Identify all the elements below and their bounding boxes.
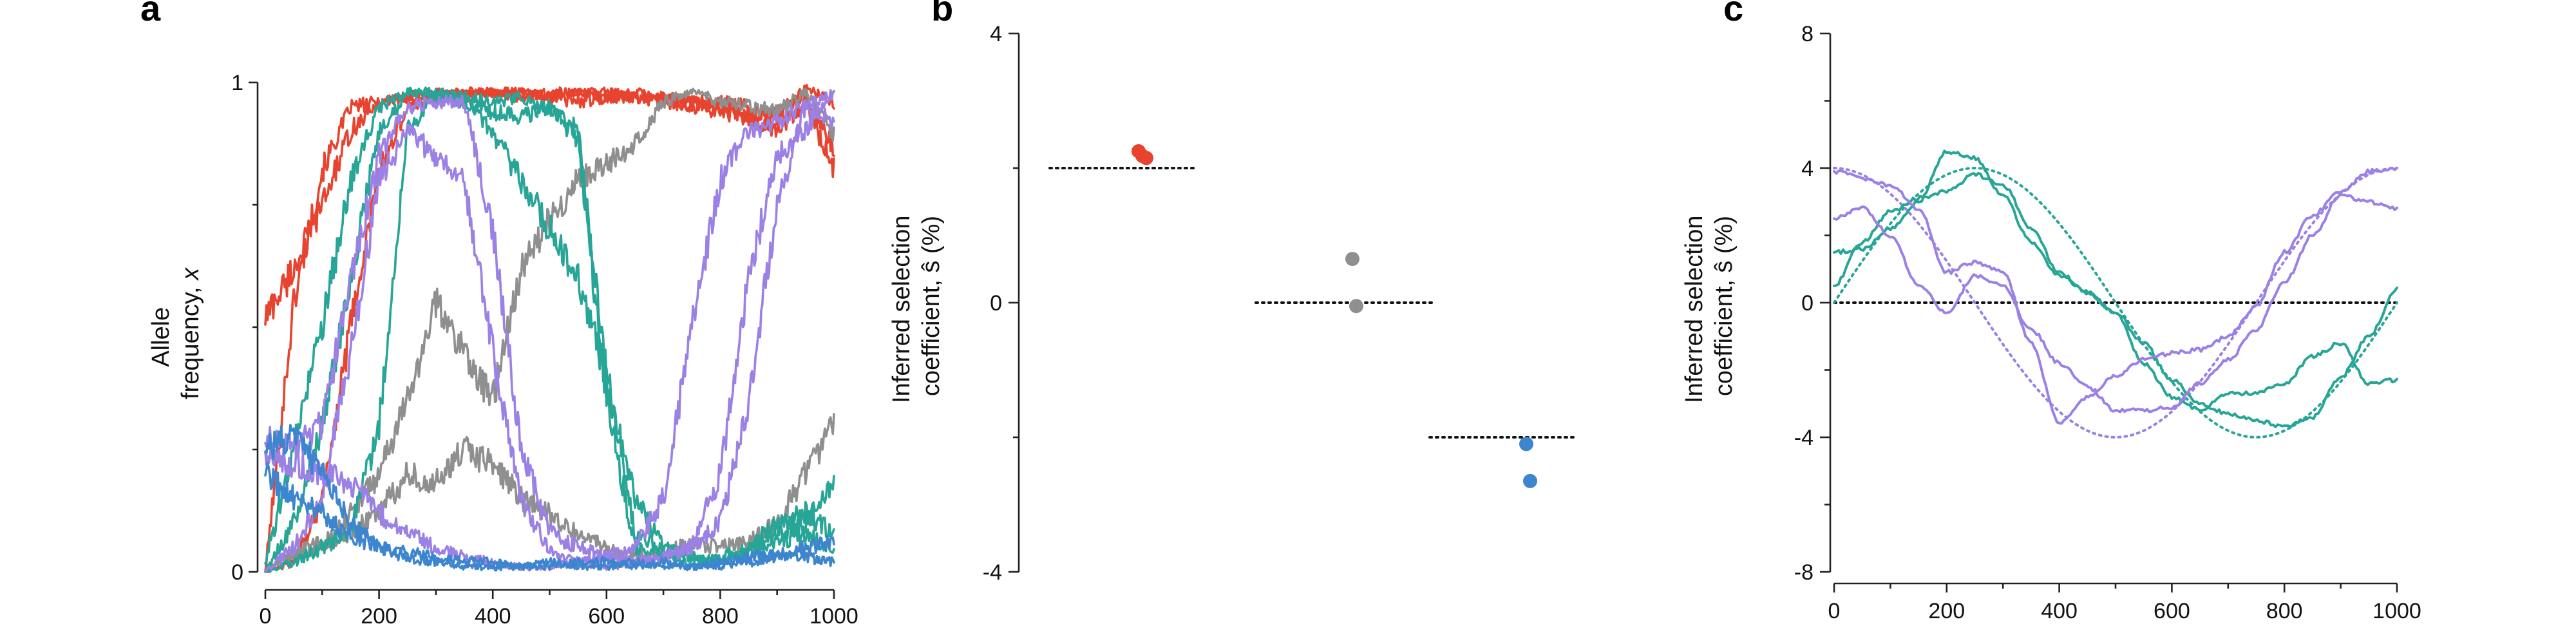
panel-b-ylabel-line2: coefficient, ŝ (%)	[918, 216, 945, 396]
trajectory-blue	[264, 424, 835, 572]
inferred-point-gray	[1345, 252, 1359, 267]
panel-a: a Allele frequency, x 0 200 400 600 800 10000…	[140, 0, 858, 629]
trajectory-red	[264, 86, 835, 573]
panel-a-x-tick-label: 0	[260, 604, 272, 629]
panel-a-y-tick-label: 0	[231, 560, 243, 585]
panel-a-ylabel: Allele frequency, x	[147, 267, 204, 399]
panel-b-y-tick-label: 0	[990, 291, 1002, 316]
panel-c-ylabel-line1: Inferred selection	[1681, 216, 1708, 404]
panel-b-axes: -4 0 4	[983, 22, 1020, 585]
inferred-curve-teal	[1833, 172, 2398, 412]
panel-c-ylabel-line2: coefficient, ŝ (%)	[1710, 216, 1738, 396]
panel-c-x-tick-label: 800	[2266, 599, 2303, 623]
panel-c-x-tick-label: 400	[2041, 599, 2078, 623]
panel-c-x-tick-label: 600	[2154, 599, 2190, 623]
panel-c-x-tick-label: 1000	[2372, 599, 2421, 623]
inferred-curve-teal	[1833, 149, 2398, 428]
panel-a-label: a	[140, 0, 161, 28]
panel-b-y-tick-label: 4	[990, 22, 1002, 46]
panel-a-ylabel-line1: Allele	[147, 307, 175, 367]
panel-c: c Inferred selection coefficient, ŝ (%) …	[1681, 0, 2421, 623]
panel-a-x-tick-label: 400	[475, 604, 511, 629]
panel-b-label: b	[931, 0, 953, 28]
panel-c-label: c	[1723, 0, 1743, 28]
panel-b-ylabel-line1: Inferred selection	[888, 216, 915, 404]
panel-c-x-tick-label: 0	[1828, 599, 1841, 623]
panel-c-curves	[1833, 149, 2398, 439]
panel-a-x-tick-label: 200	[361, 604, 397, 629]
inferred-point-blue	[1519, 437, 1533, 451]
trajectory-blue	[264, 461, 835, 571]
panel-c-ylabel: Inferred selection coefficient, ŝ (%)	[1681, 209, 1738, 403]
trajectory-teal	[264, 88, 835, 573]
trajectory-gray	[264, 87, 835, 573]
panel-a-x-tick-label: 800	[702, 604, 739, 629]
trajectory-purple	[264, 90, 835, 573]
inferred-point-red	[1139, 151, 1153, 166]
inferred-curve-purple	[1833, 193, 2398, 413]
panel-b-points	[1048, 144, 1579, 488]
panel-b-ylabel: Inferred selection coefficient, ŝ (%)	[888, 209, 945, 403]
panel-c-y-tick-label: 0	[1801, 291, 1814, 316]
panel-a-y-tick-label: 1	[231, 71, 243, 95]
panel-a-ylabel-line2: frequency, x	[177, 267, 204, 399]
panel-c-x-tick-label: 200	[1928, 599, 1965, 623]
trajectory-purple	[264, 89, 835, 567]
panel-a-ylabel-text: frequency,	[177, 280, 204, 399]
panel-c-y-tick-label: -8	[1794, 560, 1814, 585]
panel-b-y-tick-label: -4	[983, 560, 1002, 585]
panel-a-axes: 0 200 400 600 800 1000 0 1	[231, 71, 858, 629]
panel-c-axes: 0 200 400 600 800 1000 -8 -4 0 4 8	[1794, 22, 2421, 623]
inferred-point-gray	[1349, 299, 1363, 314]
trajectory-red	[264, 86, 835, 573]
inferred-curve-purple	[1833, 166, 2398, 425]
panel-c-y-tick-label: -4	[1794, 426, 1814, 450]
panel-a-x-tick-label: 600	[588, 604, 625, 629]
panel-c-y-tick-label: 8	[1801, 22, 1814, 46]
inferred-point-blue	[1523, 473, 1537, 488]
panel-a-ylabel-var: x	[177, 267, 204, 281]
panel-c-y-tick-label: 4	[1801, 156, 1814, 181]
panel-a-x-tick-label: 1000	[810, 604, 858, 629]
panel-b: b Inferred selection coefficient, ŝ (%) …	[888, 0, 1579, 585]
trajectory-teal	[264, 86, 835, 573]
panel-a-trajectories	[264, 84, 835, 573]
